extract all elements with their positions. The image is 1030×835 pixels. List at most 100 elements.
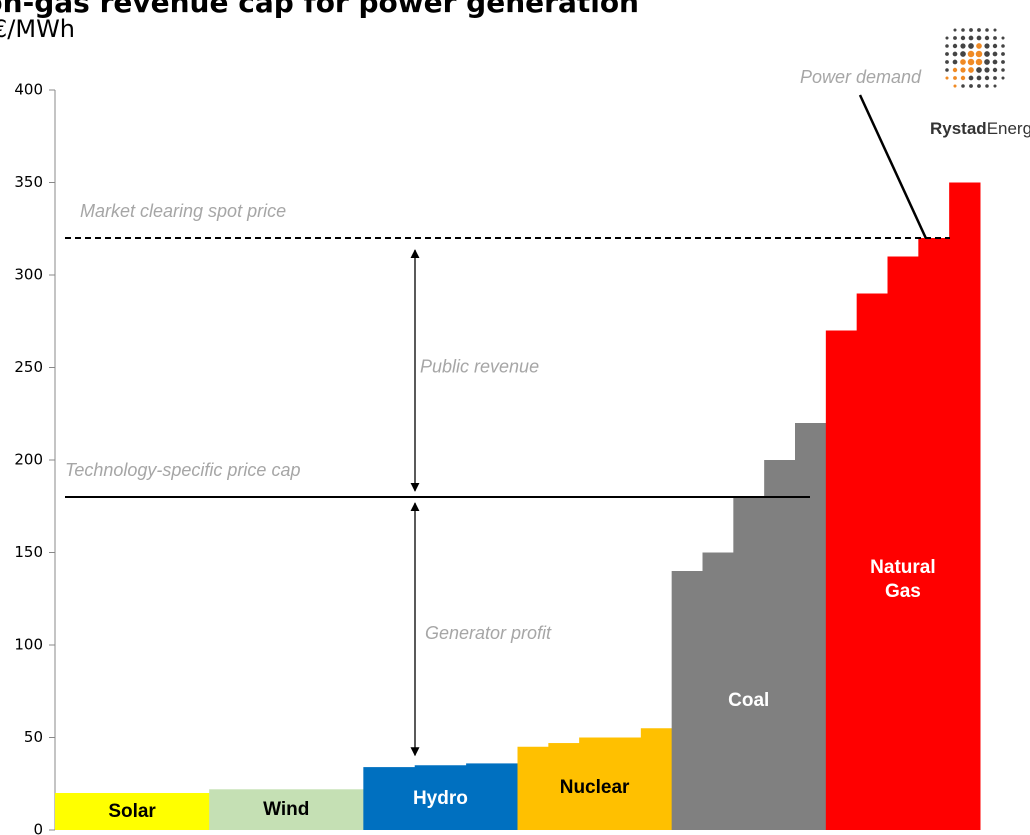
logo-dot [953, 36, 957, 40]
bar-step [764, 460, 796, 830]
logo-dot [960, 43, 966, 49]
logo-dot [984, 67, 990, 73]
logo-dot [975, 58, 983, 66]
bar-step [795, 423, 827, 830]
logo-dot [952, 51, 958, 57]
logo-dot [945, 36, 949, 40]
logo-dot [977, 84, 981, 88]
bar-step [363, 767, 416, 830]
bar-step [825, 330, 858, 830]
bar-step [918, 238, 950, 830]
logo-dot [968, 75, 974, 81]
bar-label: Nuclear [559, 777, 630, 799]
bar-step [671, 571, 703, 830]
logo-dot [992, 51, 998, 57]
logo-dot [960, 75, 966, 81]
logo-regular: Energy [987, 119, 1030, 138]
logo-dot [945, 60, 949, 64]
logo-dot [967, 50, 975, 58]
bar-label: Coal [728, 689, 770, 711]
logo-dot [961, 84, 965, 88]
logo-dot [993, 36, 997, 40]
logo [945, 28, 1005, 88]
logo-dot [992, 59, 998, 65]
logo-dot [968, 67, 974, 73]
logo-dot [1001, 60, 1005, 64]
logo-dot [960, 35, 966, 41]
logo-dot [976, 35, 982, 41]
bar-step [887, 256, 919, 830]
logo-dot [967, 58, 975, 66]
bar-step [856, 293, 888, 830]
bar-label: Wind [263, 798, 310, 820]
logo-dot [976, 75, 982, 81]
logo-dot [945, 44, 949, 48]
logo-dot [976, 67, 982, 73]
logo-dot [961, 28, 965, 32]
logo-dot [984, 59, 990, 65]
logo-dot [945, 52, 949, 56]
bar-step [466, 763, 518, 830]
logo-dot [960, 59, 966, 65]
bar-step [55, 793, 210, 830]
bar-step [414, 765, 467, 830]
bar-step [702, 552, 734, 830]
logo-dot [992, 43, 998, 49]
logo-dot [1001, 44, 1005, 48]
annotation: Generator profit [425, 623, 552, 643]
logo-dot [969, 84, 973, 88]
chart-subtitle: €/MWh [0, 15, 75, 43]
bar-step [579, 737, 611, 830]
logo-dot [953, 76, 957, 80]
logo-dot [984, 75, 990, 81]
logo-dot [985, 28, 989, 32]
bar-label: Hydro [412, 787, 468, 809]
reference-label: Technology-specific price cap [65, 460, 300, 480]
logo-dot [945, 68, 949, 72]
bar-step [640, 728, 673, 830]
logo-dot [1001, 68, 1005, 72]
logo-dot [993, 84, 997, 88]
bar-step [548, 743, 580, 830]
logo-dot [968, 35, 974, 41]
logo-dot [952, 43, 958, 49]
logo-dot [953, 84, 957, 88]
logo-dot [984, 51, 990, 57]
bar-step [517, 746, 549, 830]
logo-text: RystadEnergy [930, 119, 1030, 138]
logo-dot [945, 76, 949, 80]
logo-dot [975, 50, 983, 58]
logo-dot [992, 67, 998, 73]
bar-step [610, 737, 642, 830]
logo-dot [984, 35, 990, 41]
y-tick-label: 150 [14, 543, 43, 561]
bar-label: Solar [108, 800, 156, 822]
logo-dot [1001, 52, 1005, 56]
logo-dot [968, 43, 974, 49]
logo-dot [985, 84, 989, 88]
y-tick-label: 100 [14, 636, 43, 654]
bar-step [733, 497, 765, 830]
reference-label: Market clearing spot price [80, 201, 286, 221]
y-tick-label: 400 [14, 81, 43, 99]
y-tick-label: 250 [14, 358, 43, 376]
chart-title: Non-gas revenue cap for power generation [0, 0, 639, 19]
logo-dot [960, 67, 966, 73]
logo-dot [976, 43, 982, 49]
y-tick-label: 50 [24, 728, 43, 746]
annotation: Public revenue [420, 356, 539, 376]
bar-label: Natural Gas [870, 557, 936, 603]
logo-dot [952, 59, 958, 65]
bar-step [209, 789, 364, 830]
logo-bold: Rystad [930, 119, 987, 138]
y-tick-label: 200 [14, 451, 43, 469]
logo-dot [1001, 76, 1005, 80]
logo-dot [953, 28, 957, 32]
logo-dot [969, 28, 973, 32]
logo-dot [952, 67, 958, 73]
logo-dot [993, 28, 997, 32]
power-demand-label: Power demand [800, 67, 922, 87]
logo-dot [1001, 36, 1005, 40]
